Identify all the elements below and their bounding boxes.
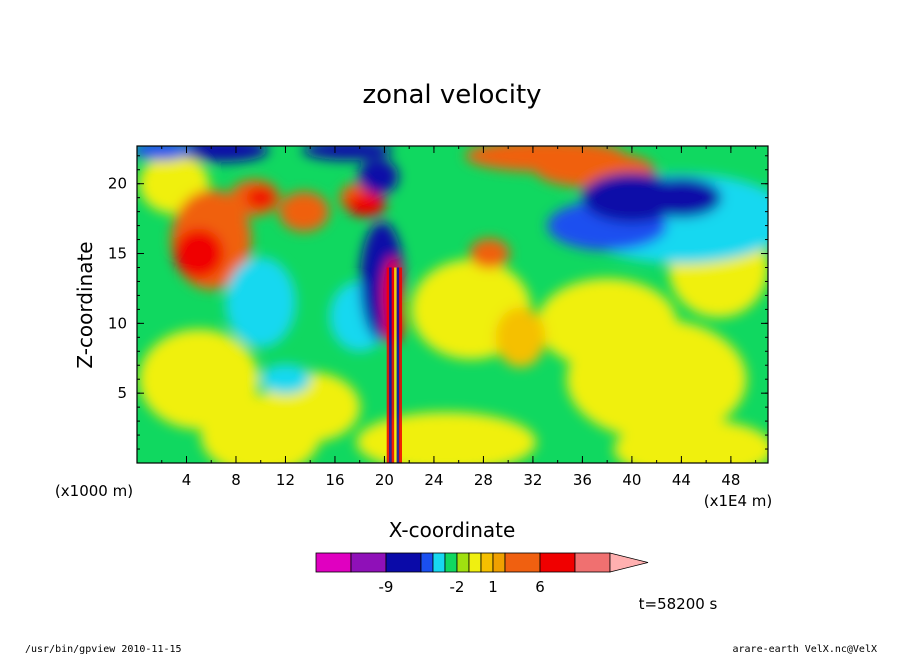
- field-blob: [245, 187, 276, 208]
- y-tick-label: 10: [108, 314, 127, 332]
- x-tick-label: 24: [424, 471, 443, 489]
- footer-left: /usr/bin/gpview 2010-11-15: [25, 644, 182, 654]
- x-tick-label: 12: [276, 471, 295, 489]
- colorbar-swatch: [574, 552, 611, 573]
- x-tick-label: 4: [182, 471, 192, 489]
- y-unit-label: (x1000 m): [55, 482, 133, 500]
- colorbar-tick-label: 1: [488, 578, 498, 596]
- y-tick-label: 15: [108, 245, 127, 263]
- colorbar-swatch: [480, 552, 494, 573]
- field-blob: [178, 146, 269, 163]
- colorbar-swatch: [444, 552, 458, 573]
- column-strip: [399, 267, 402, 463]
- colorbar-tick-label: -2: [450, 578, 465, 596]
- y-tick-label: 5: [117, 384, 127, 402]
- column-strip: [386, 267, 390, 463]
- x-tick-label: 48: [721, 471, 740, 489]
- x-tick-label: 8: [231, 471, 241, 489]
- colorbar-swatch: [420, 552, 434, 573]
- field-blob: [358, 158, 399, 195]
- central-column: [386, 267, 402, 463]
- y-tick-label: 20: [108, 175, 127, 193]
- field-blob: [137, 146, 192, 161]
- x-tick-label: 32: [523, 471, 542, 489]
- colorbar-swatch: [539, 552, 576, 573]
- field-blob: [537, 278, 678, 369]
- x-tick-label: 16: [325, 471, 344, 489]
- column-strip: [396, 267, 400, 463]
- field-blob: [279, 191, 329, 232]
- column-strip: [389, 267, 393, 463]
- plot-frame: [136, 145, 769, 464]
- colorbar-swatch: [468, 552, 482, 573]
- chart-title: zonal velocity: [362, 80, 541, 110]
- colorbar-swatch: [504, 552, 541, 573]
- x-tick-label: 36: [573, 471, 592, 489]
- field-blob: [641, 177, 722, 218]
- colorbar-swatch: [385, 552, 422, 573]
- field-blob: [495, 307, 546, 368]
- x-tick-label: 40: [622, 471, 641, 489]
- footer-right: arare-earth_VelX.nc@VelX: [733, 644, 878, 654]
- x-tick-label: 44: [672, 471, 691, 489]
- colorbar-swatch: [492, 552, 506, 573]
- colorbar-swatch: [350, 552, 387, 573]
- field-blob: [138, 329, 259, 430]
- field-blob: [225, 257, 296, 348]
- column-strip: [394, 267, 398, 463]
- time-annotation: t=58200 s: [639, 595, 718, 613]
- plot-area: [137, 146, 768, 463]
- y-axis: 5 10 15 20: [108, 155, 768, 450]
- x-tick-label: 28: [474, 471, 493, 489]
- colorbar-swatch: [432, 552, 446, 573]
- field-blob: [260, 364, 311, 395]
- colorbar-tick-labels: -9 -2 1 6: [379, 578, 545, 596]
- x-axis: 4 8 12 16 20 24 28 32 36 40 44 48: [161, 146, 757, 489]
- x-axis-label: X-coordinate: [389, 518, 516, 542]
- colorbar-arrow: [609, 552, 649, 573]
- field-blob: [173, 228, 224, 279]
- x-tick-label: 20: [375, 471, 394, 489]
- x-unit-label: (x1E4 m): [704, 492, 773, 510]
- column-strip: [391, 267, 395, 463]
- colorbar-swatch: [456, 552, 470, 573]
- colorbar-swatch: [315, 552, 352, 573]
- colorbar-tick-label: 6: [535, 578, 545, 596]
- y-axis-label: Z-coordinate: [73, 241, 97, 368]
- field-blob: [302, 146, 393, 161]
- colorbar: [315, 552, 649, 573]
- colorbar-tick-label: -9: [379, 578, 394, 596]
- field-blob: [469, 238, 510, 269]
- field-blob: [345, 192, 386, 217]
